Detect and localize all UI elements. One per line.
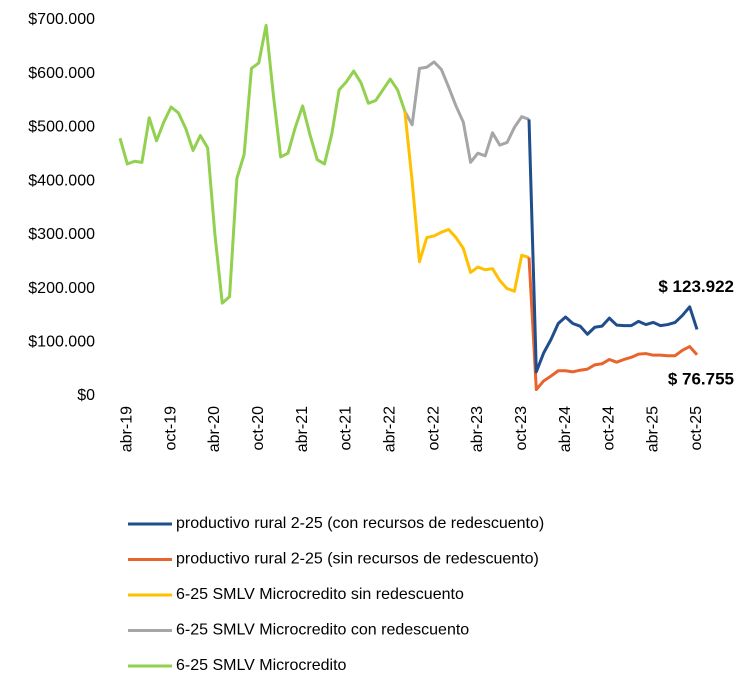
x-tick-label: abr-24 — [557, 406, 574, 452]
y-tick-label: $700.000 — [28, 11, 95, 28]
series-line — [527, 119, 699, 374]
legend-label: 6-25 SMLV Microcredito — [176, 657, 347, 674]
x-tick-label: oct-19 — [162, 406, 179, 451]
series-line — [527, 257, 699, 392]
y-tick-label: $100.000 — [28, 334, 95, 351]
y-tick-label: $300.000 — [28, 226, 95, 243]
legend-label: 6-25 SMLV Microcredito con redescuento — [176, 622, 469, 639]
x-tick-label: abr-22 — [381, 406, 398, 452]
y-tick-label: $0 — [77, 387, 95, 404]
y-tick-label: $400.000 — [28, 172, 95, 189]
x-tick-label: oct-21 — [338, 406, 355, 451]
legend-label: productivo rural 2-25 (sin recursos de r… — [176, 551, 539, 568]
y-tick-label: $200.000 — [28, 280, 95, 297]
legend-label: 6-25 SMLV Microcredito sin redescuento — [176, 586, 464, 603]
series-line — [118, 23, 407, 305]
x-tick-label: oct-22 — [425, 406, 442, 451]
x-tick-label: oct-24 — [601, 406, 618, 451]
x-tick-label: oct-23 — [513, 406, 530, 451]
value-label: $ 123.922 — [658, 277, 734, 296]
x-tick-label: abr-25 — [644, 406, 661, 452]
x-tick-label: abr-20 — [206, 406, 223, 452]
x-tick-label: oct-25 — [688, 406, 705, 451]
series-line — [403, 60, 530, 164]
x-tick-label: abr-23 — [469, 406, 486, 452]
y-tick-label: $600.000 — [28, 65, 95, 82]
value-label: $ 76.755 — [668, 369, 734, 388]
x-tick-label: abr-19 — [119, 406, 136, 452]
x-tick-label: abr-21 — [294, 406, 311, 452]
legend-label: productivo rural 2-25 (con recursos de r… — [176, 515, 544, 532]
y-tick-label: $500.000 — [28, 119, 95, 136]
series-line — [403, 111, 530, 293]
x-tick-label: oct-20 — [250, 406, 267, 451]
